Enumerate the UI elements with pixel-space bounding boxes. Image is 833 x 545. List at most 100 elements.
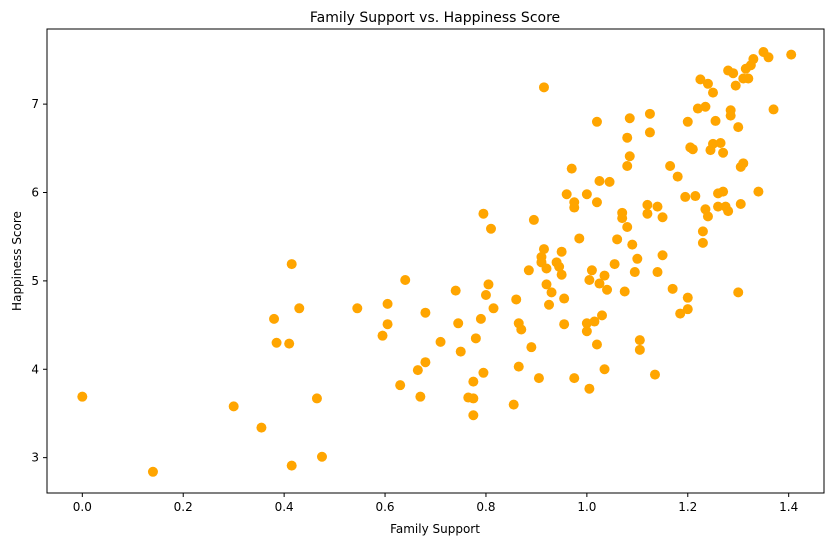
data-point bbox=[718, 186, 729, 197]
data-point bbox=[382, 298, 393, 309]
data-point bbox=[733, 287, 744, 298]
data-point bbox=[294, 303, 305, 314]
data-point bbox=[284, 338, 295, 349]
data-point bbox=[768, 104, 779, 115]
data-point bbox=[256, 422, 267, 433]
data-point bbox=[470, 333, 481, 344]
data-point bbox=[763, 52, 774, 63]
data-point bbox=[715, 138, 726, 149]
chart-title: Family Support vs. Happiness Score bbox=[310, 10, 560, 26]
data-point bbox=[478, 367, 489, 378]
data-point bbox=[420, 307, 431, 318]
data-point bbox=[488, 303, 499, 314]
data-point bbox=[513, 361, 524, 372]
data-point bbox=[286, 259, 297, 270]
data-point bbox=[400, 275, 411, 286]
data-point bbox=[733, 122, 744, 133]
data-point bbox=[710, 115, 721, 126]
data-point bbox=[377, 330, 388, 341]
data-point bbox=[718, 147, 729, 158]
data-point bbox=[657, 250, 668, 261]
data-point bbox=[483, 279, 494, 290]
data-point bbox=[415, 391, 426, 402]
data-point bbox=[395, 380, 406, 391]
data-point bbox=[786, 49, 797, 60]
data-point bbox=[511, 294, 522, 305]
ticks-layer: 0.0 0.2 0.4 0.6 0.8 1.0 1.2 1.4 3 4 5 6 7 bbox=[31, 97, 798, 514]
data-point bbox=[748, 54, 759, 65]
data-point bbox=[554, 261, 565, 272]
x-tick-label: 0.0 bbox=[73, 500, 92, 514]
data-point bbox=[634, 335, 645, 346]
data-point bbox=[412, 365, 423, 376]
data-point bbox=[632, 253, 643, 264]
data-point bbox=[541, 279, 552, 290]
data-point bbox=[581, 189, 592, 200]
data-point bbox=[591, 339, 602, 350]
data-point bbox=[508, 399, 519, 410]
data-point bbox=[486, 223, 496, 234]
data-point bbox=[612, 234, 623, 245]
data-point bbox=[687, 144, 698, 155]
data-point bbox=[702, 211, 713, 222]
data-point bbox=[738, 158, 749, 169]
data-point bbox=[730, 80, 741, 91]
x-tick-label: 0.2 bbox=[174, 500, 193, 514]
data-point bbox=[622, 132, 633, 143]
data-point bbox=[649, 369, 660, 380]
data-point bbox=[523, 265, 534, 276]
data-point bbox=[574, 233, 585, 244]
data-point bbox=[559, 293, 570, 304]
data-point bbox=[589, 316, 600, 327]
data-point bbox=[584, 383, 595, 394]
data-point bbox=[528, 214, 539, 225]
data-point bbox=[420, 357, 431, 368]
data-point bbox=[594, 278, 605, 289]
data-point bbox=[599, 364, 610, 375]
data-point bbox=[652, 267, 663, 278]
data-point bbox=[569, 373, 580, 384]
data-point bbox=[602, 284, 613, 295]
data-point bbox=[642, 208, 653, 219]
data-point bbox=[672, 171, 683, 182]
data-point bbox=[228, 401, 239, 412]
data-point bbox=[609, 259, 620, 270]
data-point bbox=[538, 244, 549, 255]
data-point bbox=[624, 151, 635, 162]
x-tick-label: 1.4 bbox=[779, 500, 798, 514]
points-layer bbox=[77, 46, 797, 477]
data-point bbox=[617, 213, 628, 224]
data-point bbox=[728, 68, 739, 79]
data-point bbox=[468, 410, 479, 421]
data-point bbox=[697, 226, 708, 237]
data-point bbox=[682, 304, 693, 315]
data-point bbox=[644, 108, 655, 119]
data-point bbox=[480, 290, 491, 301]
data-point bbox=[644, 127, 655, 138]
data-point bbox=[286, 460, 297, 471]
data-point bbox=[584, 275, 595, 286]
data-point bbox=[622, 160, 633, 171]
x-axis-label: Family Support bbox=[390, 522, 480, 536]
data-point bbox=[597, 310, 607, 321]
data-point bbox=[690, 191, 701, 202]
data-point bbox=[713, 201, 724, 212]
data-point bbox=[700, 101, 711, 112]
x-tick-label: 0.6 bbox=[375, 500, 394, 514]
data-point bbox=[546, 287, 557, 298]
data-point bbox=[455, 346, 466, 357]
data-point bbox=[586, 265, 597, 276]
data-point bbox=[569, 197, 580, 208]
data-point bbox=[316, 451, 327, 462]
data-point bbox=[453, 318, 464, 329]
plot-area bbox=[47, 29, 824, 493]
data-point bbox=[665, 160, 676, 171]
data-point bbox=[581, 326, 592, 337]
data-point bbox=[435, 336, 446, 347]
x-tick-label: 0.8 bbox=[476, 500, 495, 514]
data-point bbox=[695, 74, 706, 85]
data-point bbox=[77, 391, 88, 402]
data-point bbox=[629, 267, 640, 278]
data-point bbox=[702, 78, 713, 89]
data-point bbox=[642, 199, 653, 210]
